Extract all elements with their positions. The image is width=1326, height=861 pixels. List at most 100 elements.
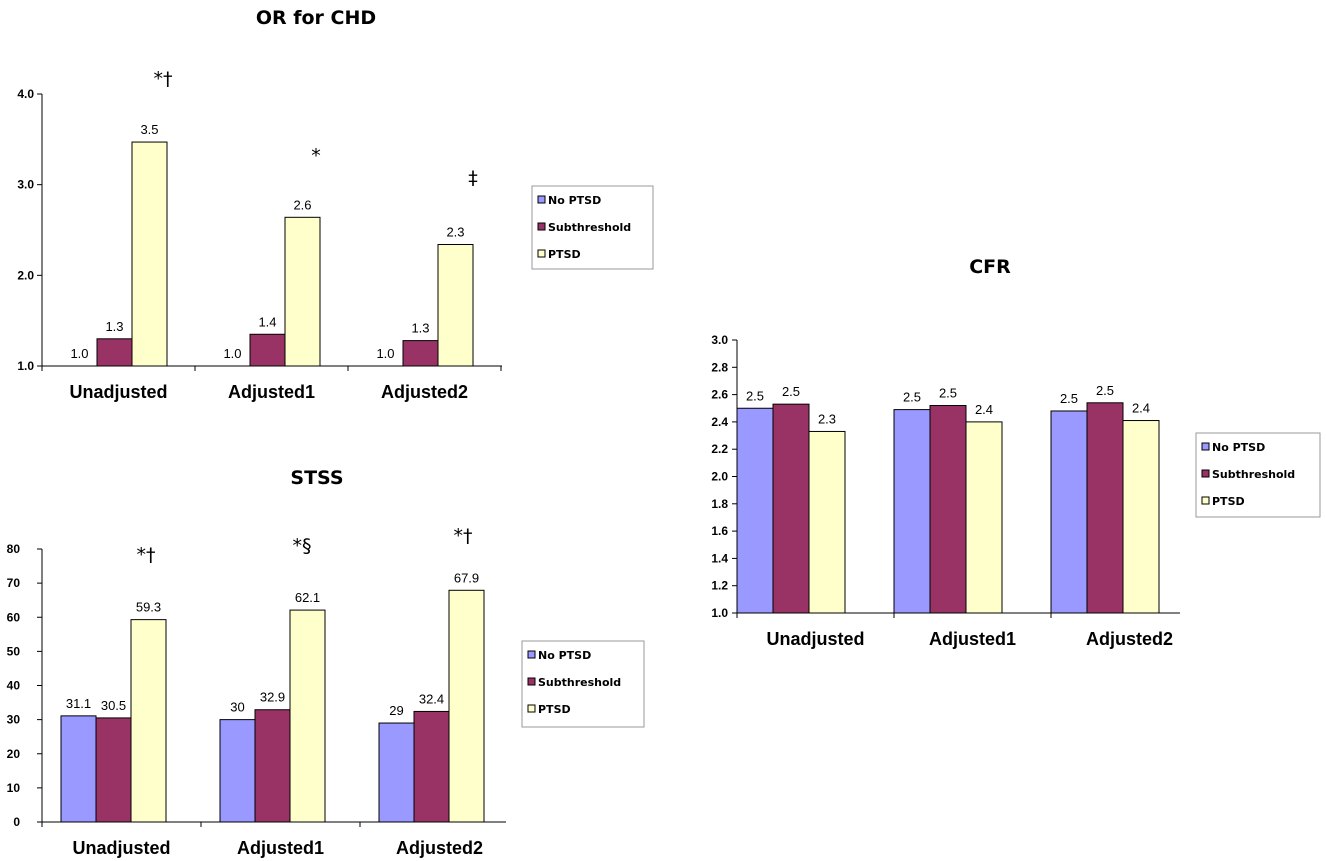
data-label: 2.3 <box>818 411 836 426</box>
legend-box <box>521 640 645 728</box>
bar-no-ptsd <box>60 715 97 823</box>
y-tick-label: 20 <box>7 747 21 761</box>
x-tick-label: Unadjusted <box>766 629 864 649</box>
bar-subthreshold <box>772 403 810 614</box>
bar-subthreshold <box>402 340 439 367</box>
x-tick-label: Adjusted2 <box>1086 629 1173 649</box>
legend-swatch <box>527 650 536 659</box>
significance-annotation: *† <box>154 68 173 90</box>
data-label: 1.4 <box>258 314 276 329</box>
y-tick-label: 2.8 <box>711 360 728 374</box>
data-label: 2.5 <box>1060 391 1078 406</box>
data-label: 2.4 <box>1132 401 1150 416</box>
legend-swatch <box>537 249 546 258</box>
bar-ptsd <box>965 421 1003 614</box>
data-label: 2.5 <box>903 390 921 405</box>
significance-annotation: *§ <box>293 535 312 557</box>
data-label: 2.5 <box>782 384 800 399</box>
legend-label: No PTSD <box>1212 441 1265 454</box>
bar-ptsd <box>1122 420 1160 614</box>
data-label: 2.6 <box>293 197 311 212</box>
bar-no-ptsd <box>219 719 256 823</box>
y-tick-label: 1.0 <box>17 359 34 373</box>
y-tick-label: 80 <box>7 542 21 556</box>
legend: No PTSD Subthreshold PTSD <box>1195 432 1321 518</box>
legend-label: No PTSD <box>538 649 591 662</box>
legend-label: PTSD <box>538 703 571 716</box>
bar-ptsd <box>289 609 326 823</box>
x-tick-label: Adjusted1 <box>237 838 324 858</box>
data-label: 3.5 <box>140 122 158 137</box>
significance-annotation: *† <box>137 544 156 566</box>
data-label: 1.0 <box>223 346 241 361</box>
y-tick-label: 1.2 <box>711 579 728 593</box>
chart-title: CFR <box>969 256 1011 278</box>
x-tick-label: Adjusted2 <box>396 838 483 858</box>
y-tick-label: 2.0 <box>17 268 34 282</box>
bar-subthreshold <box>254 709 291 823</box>
y-tick-label: 60 <box>7 610 21 624</box>
bar-ptsd <box>808 430 846 614</box>
y-tick-label: 40 <box>7 679 21 693</box>
data-label: 2.5 <box>1096 383 1114 398</box>
legend-swatch <box>537 195 546 204</box>
y-tick-label: 1.4 <box>711 551 728 565</box>
y-tick-label: 4.0 <box>17 87 34 101</box>
bar-no-ptsd <box>1050 410 1088 614</box>
y-tick-label: 2.6 <box>711 388 728 402</box>
legend-label: PTSD <box>548 248 581 261</box>
significance-annotation: *† <box>454 525 473 547</box>
bar-subthreshold <box>413 710 450 823</box>
x-tick-label: Adjusted1 <box>228 382 315 402</box>
significance-annotation: ‡ <box>468 167 478 189</box>
data-label: 62.1 <box>295 590 320 605</box>
data-label: 2.4 <box>975 402 993 417</box>
y-tick-label: 3.0 <box>17 178 34 192</box>
bar-ptsd <box>284 216 321 367</box>
data-label: 29 <box>389 703 403 718</box>
x-tick-label: Unadjusted <box>72 838 170 858</box>
bar-no-ptsd <box>893 409 931 614</box>
y-tick-label: 0 <box>13 815 20 829</box>
legend-swatch <box>527 704 536 713</box>
data-label: 67.9 <box>454 570 479 585</box>
legend-label: Subthreshold <box>1212 468 1295 481</box>
data-label: 1.0 <box>376 346 394 361</box>
chart-title: STSS <box>290 467 343 489</box>
data-label: 59.3 <box>136 600 161 615</box>
chart-title: OR for CHD <box>256 7 376 29</box>
data-label: 30 <box>230 700 244 715</box>
legend-label: Subthreshold <box>548 221 631 234</box>
bar-no-ptsd <box>736 407 774 614</box>
bar-subthreshold <box>95 717 132 823</box>
legend-label: PTSD <box>1212 495 1245 508</box>
bar-subthreshold <box>96 338 133 367</box>
bar-no-ptsd <box>378 722 415 823</box>
legend: No PTSD Subthreshold PTSD <box>521 640 645 728</box>
bar-ptsd <box>131 141 168 367</box>
legend-swatch <box>537 222 546 231</box>
y-tick-label: 2.2 <box>711 442 728 456</box>
legend-swatch <box>1201 469 1210 478</box>
data-label: 32.9 <box>260 690 285 705</box>
legend-label: No PTSD <box>548 194 601 207</box>
bar-ptsd <box>437 244 474 367</box>
chart-cfr: CFR 1.0 1.2 1.4 1.6 1.8 2.0 2.2 2.4 2.6 2.8 3.0 2.5 2… <box>711 256 1321 649</box>
bar-subthreshold <box>929 405 967 614</box>
y-tick-label: 30 <box>7 713 21 727</box>
bar-ptsd <box>448 589 485 823</box>
bar-subthreshold <box>1086 402 1124 614</box>
y-tick-label: 10 <box>7 781 21 795</box>
legend-box <box>1195 432 1321 518</box>
significance-annotation: * <box>311 145 321 167</box>
legend-swatch <box>527 677 536 686</box>
legend-swatch <box>1201 442 1210 451</box>
x-tick-label: Unadjusted <box>69 382 167 402</box>
data-label: 1.0 <box>70 346 88 361</box>
data-label: 1.3 <box>411 321 429 336</box>
x-tick-label: Adjusted2 <box>381 382 468 402</box>
data-label: 2.5 <box>939 386 957 401</box>
legend-swatch <box>1201 496 1210 505</box>
data-label: 1.3 <box>105 319 123 334</box>
